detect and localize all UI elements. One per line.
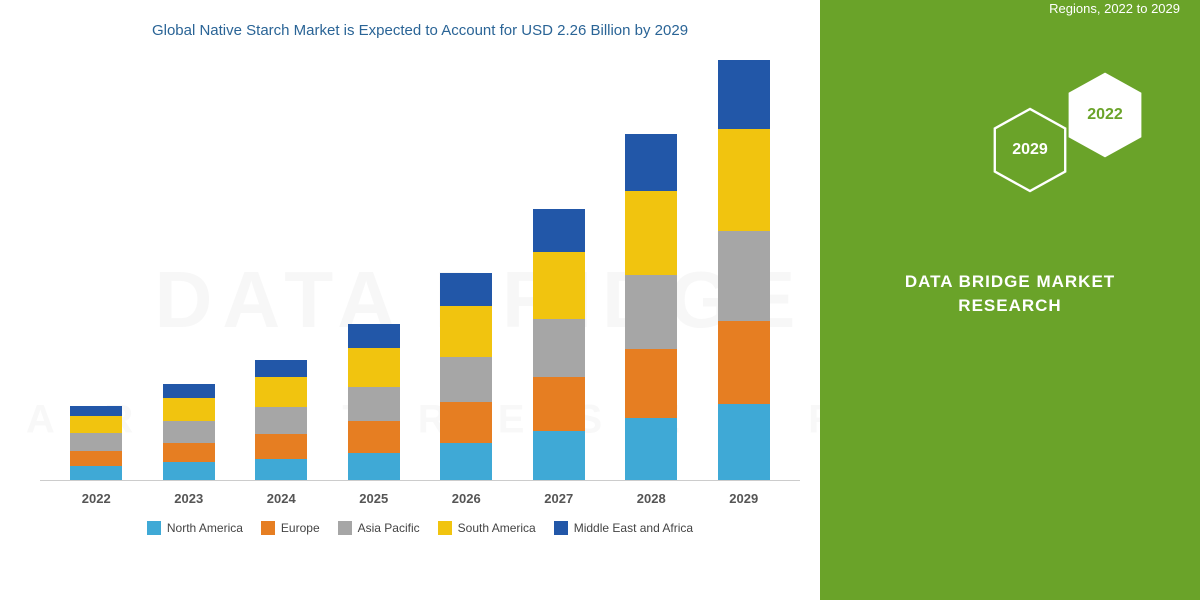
bar-segment [533, 252, 585, 318]
x-axis-labels: 20222023202420252026202720282029 [40, 481, 800, 506]
bar-segment [163, 443, 215, 463]
bar-segment [255, 377, 307, 406]
bar-segment [255, 434, 307, 458]
legend-swatch [147, 521, 161, 535]
hex-solid-label: 2029 [1012, 141, 1048, 159]
bar-segment [533, 377, 585, 431]
legend-item: Asia Pacific [338, 521, 420, 535]
bar-segment [718, 321, 770, 404]
bar-segment [718, 404, 770, 480]
legend-item: Middle East and Africa [554, 521, 693, 535]
bar-segment [625, 134, 677, 191]
bar-segment [163, 462, 215, 480]
x-axis-label: 2022 [50, 491, 143, 506]
bar-segment [163, 398, 215, 421]
bar-segment [625, 418, 677, 481]
side-panel: Regions, 2022 to 2029 2029 2022 DATA BRI… [820, 0, 1200, 600]
bar-segment [718, 129, 770, 231]
legend-label: Middle East and Africa [574, 521, 693, 535]
bar-segment [533, 319, 585, 378]
hex-outline-label: 2022 [1087, 106, 1123, 124]
legend-swatch [261, 521, 275, 535]
bar-segment [163, 384, 215, 398]
bar-group [698, 61, 791, 480]
x-axis-label: 2023 [143, 491, 236, 506]
x-axis-label: 2029 [698, 491, 791, 506]
chart-section: Global Native Starch Market is Expected … [0, 0, 820, 600]
bar-group [235, 61, 328, 480]
legend-swatch [554, 521, 568, 535]
chart-legend: North America Europe Asia Pacific South Ame… [40, 521, 800, 535]
bar-segment [625, 275, 677, 349]
brand-line2: RESEARCH [958, 296, 1061, 315]
bar-stack [440, 273, 492, 480]
bar-segment [70, 406, 122, 416]
legend-label: Asia Pacific [358, 521, 420, 535]
brand-text: DATA BRIDGE MARKET RESEARCH [820, 270, 1200, 318]
bar-segment [440, 273, 492, 306]
main-container: Global Native Starch Market is Expected … [0, 0, 1200, 600]
bar-group [420, 61, 513, 480]
bar-group [50, 61, 143, 480]
bar-stack [70, 406, 122, 480]
hexagon-badges: 2029 2022 [970, 70, 1170, 220]
legend-label: Europe [281, 521, 320, 535]
chart-title: Global Native Starch Market is Expected … [40, 20, 800, 41]
hex-solid: 2029 [990, 105, 1070, 195]
bar-segment [625, 349, 677, 417]
bar-stack [348, 324, 400, 480]
bar-segment [625, 191, 677, 275]
brand-line1: DATA BRIDGE MARKET [905, 272, 1115, 291]
bar-group [328, 61, 421, 480]
bar-group [605, 61, 698, 480]
legend-label: South America [458, 521, 536, 535]
bar-segment [163, 421, 215, 442]
x-axis-label: 2027 [513, 491, 606, 506]
bar-segment [440, 357, 492, 402]
bar-group [513, 61, 606, 480]
bar-stack [255, 360, 307, 480]
chart-area [40, 61, 800, 481]
bar-segment [440, 402, 492, 443]
bar-segment [348, 421, 400, 452]
bar-segment [718, 231, 770, 321]
legend-label: North America [167, 521, 243, 535]
bar-segment [255, 360, 307, 378]
legend-swatch [338, 521, 352, 535]
bar-segment [255, 459, 307, 480]
bar-stack [533, 209, 585, 481]
bar-segment [348, 324, 400, 348]
bar-segment [348, 453, 400, 480]
bar-segment [533, 209, 585, 253]
bar-group [143, 61, 236, 480]
bar-segment [348, 348, 400, 387]
legend-swatch [438, 521, 452, 535]
bar-stack [625, 134, 677, 480]
legend-item: Europe [261, 521, 320, 535]
bar-segment [440, 443, 492, 480]
bar-segment [70, 433, 122, 451]
legend-item: South America [438, 521, 536, 535]
x-axis-label: 2025 [328, 491, 421, 506]
bar-segment [70, 416, 122, 434]
side-header: Regions, 2022 to 2029 [1049, 0, 1180, 18]
hex-outline: 2022 [1065, 70, 1145, 160]
bar-segment [348, 387, 400, 421]
x-axis-label: 2024 [235, 491, 328, 506]
bar-stack [718, 60, 770, 480]
x-axis-label: 2026 [420, 491, 513, 506]
bar-segment [533, 431, 585, 480]
legend-item: North America [147, 521, 243, 535]
bar-segment [718, 60, 770, 129]
bar-segment [70, 451, 122, 467]
bar-segment [70, 466, 122, 480]
bar-segment [440, 306, 492, 357]
bar-stack [163, 384, 215, 480]
x-axis-label: 2028 [605, 491, 698, 506]
bar-segment [255, 407, 307, 434]
